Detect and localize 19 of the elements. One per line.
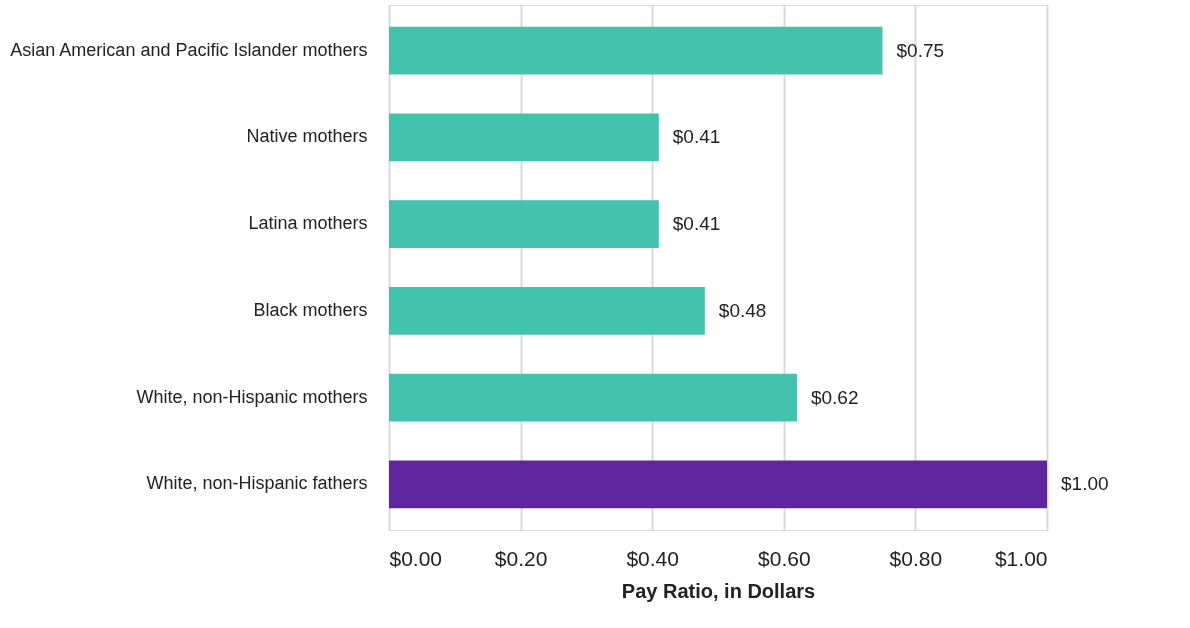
x-tick-label: $1.00 — [994, 546, 1048, 570]
x-tick-label: $0.00 — [389, 546, 443, 570]
y-tick-label: Black mothers — [253, 299, 368, 320]
x-axis-title: Pay Ratio, in Dollars — [621, 579, 816, 602]
x-tick-label: $0.20 — [494, 546, 548, 570]
y-tick-label: White, non-Hispanic fathers — [146, 473, 368, 494]
y-tick-label: Asian American and Pacific Islander mothers — [10, 39, 368, 60]
data-label: $0.48 — [718, 299, 767, 321]
data-label: $1.00 — [1061, 473, 1109, 495]
y-tick-label: Native mothers — [246, 126, 368, 147]
x-tick-label: $0.60 — [758, 546, 811, 570]
y-tick-label: White, non-Hispanic mothers — [136, 386, 368, 407]
x-tick-label: $0.80 — [889, 546, 943, 570]
data-label: $0.75 — [896, 39, 945, 61]
x-tick-label: $0.40 — [626, 546, 679, 570]
data-label: $0.41 — [672, 213, 721, 235]
data-label: $0.41 — [672, 126, 721, 148]
data-label: $0.62 — [810, 386, 859, 408]
y-tick-label: Latina mothers — [248, 213, 368, 234]
